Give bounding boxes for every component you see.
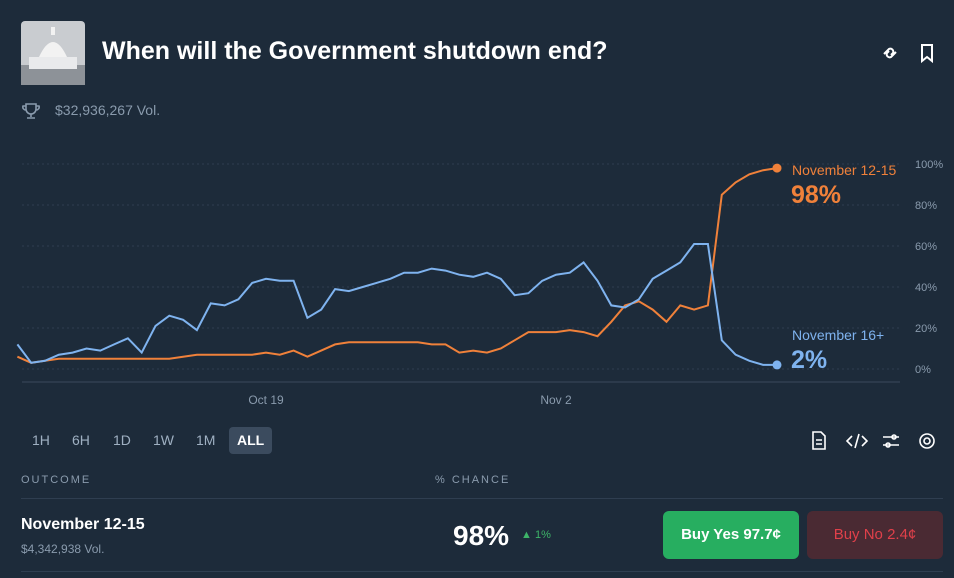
total-volume: $32,936,267 Vol. — [55, 102, 161, 118]
series-current: 98% — [791, 181, 841, 209]
series-line — [16, 167, 778, 364]
x-tick-label: Nov 2 — [540, 393, 572, 407]
y-tick-label: 100% — [915, 159, 943, 171]
range-button[interactable]: 1D — [113, 432, 131, 448]
series-current: 2% — [791, 346, 827, 374]
buy-yes-button[interactable]: Buy Yes 97.7¢ — [663, 511, 799, 559]
range-button[interactable]: 1H — [32, 432, 50, 448]
trophy-icon — [22, 103, 40, 119]
range-button[interactable]: 6H — [72, 432, 90, 448]
series-name: November 12-15 — [792, 162, 896, 178]
chart: 0% 20% 40% 60% 80% 100% Oct 19 Nov 2 November 12… — [16, 159, 943, 407]
market-image — [21, 21, 85, 85]
y-tick-label: 80% — [915, 200, 937, 212]
end-dot — [772, 163, 782, 173]
chance-change: ▲ 1% — [521, 529, 551, 541]
no-price: 2.4¢ — [887, 526, 917, 543]
buy-no-button[interactable]: Buy No 2.4¢ — [807, 511, 943, 559]
divider — [21, 498, 943, 499]
buy-yes-label: Buy Yes — [681, 526, 740, 543]
change-value: 1% — [534, 529, 551, 541]
buy-no-label: Buy No — [833, 526, 883, 543]
series-name: November 16+ — [792, 327, 884, 343]
end-dot — [772, 360, 782, 370]
yes-price: 97.7¢ — [743, 526, 781, 543]
outcome-chance: 98% — [453, 520, 510, 551]
range-button[interactable]: 1W — [153, 432, 174, 448]
y-tick-label: 40% — [915, 282, 937, 294]
y-tick-label: 60% — [915, 241, 937, 253]
series-line — [16, 243, 777, 366]
header-icons — [883, 44, 933, 64]
chart-tools — [812, 431, 935, 450]
x-tick-label: Oct 19 — [248, 393, 284, 407]
range-button[interactable]: 1M — [196, 432, 216, 448]
y-tick-label: 20% — [915, 323, 937, 335]
divider — [21, 571, 943, 572]
outcome-name[interactable]: November 12-15 — [21, 516, 145, 533]
market-title: When will the Government shutdown end? — [102, 37, 608, 65]
column-header: % CHANCE — [435, 474, 511, 486]
range-button[interactable]: ALL — [229, 427, 273, 454]
column-header: OUTCOME — [21, 474, 92, 486]
outcome-volume: $4,342,938 Vol. — [21, 542, 105, 556]
y-tick-label: 0% — [915, 364, 931, 376]
